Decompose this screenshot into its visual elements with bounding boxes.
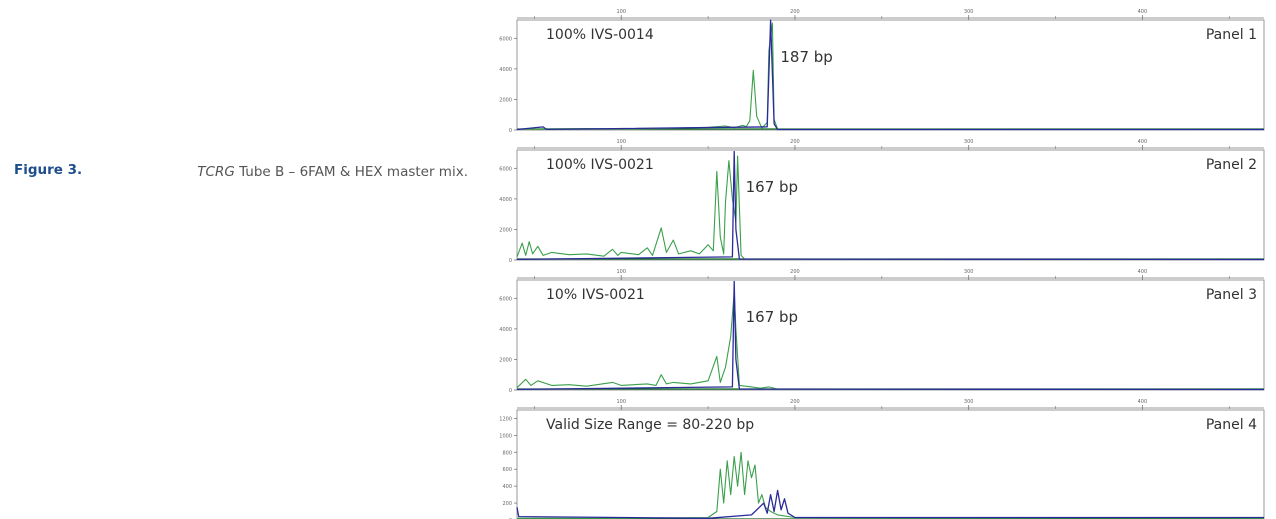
y-tick-label: 4000	[499, 197, 512, 203]
panel-label: Panel 2	[1206, 157, 1257, 173]
x-tick-label: 100	[616, 269, 626, 275]
panel-label: Panel 3	[1206, 287, 1257, 303]
series-line-blue	[516, 489, 1264, 519]
y-tick-label: 0	[509, 128, 512, 134]
y-tick-label: 800	[502, 450, 512, 456]
peak-label: 167 bp	[746, 308, 798, 326]
series-line-blue	[516, 280, 1265, 391]
series-line-green	[516, 291, 1265, 390]
y-tick-label: 2000	[499, 357, 512, 363]
y-tick-label: 4000	[499, 327, 512, 333]
panel-label: Panel 4	[1206, 417, 1257, 433]
panel-frame	[516, 149, 1265, 261]
peak-label: 187 bp	[780, 48, 832, 66]
x-tick-label: 100	[616, 399, 626, 405]
panel-frame	[516, 279, 1265, 391]
sample-label: 10% IVS-0021	[546, 287, 645, 303]
x-tick-label: 400	[1138, 269, 1148, 275]
panel-label: Panel 1	[1206, 27, 1257, 43]
x-tick-label: 400	[1138, 139, 1148, 145]
panel-4: 100200300400020040060080010001200Valid S…	[499, 399, 1265, 519]
y-tick-label: 0	[509, 388, 512, 394]
y-tick-label: 400	[502, 484, 512, 490]
panel-frame	[516, 19, 1265, 131]
y-tick-label: 2000	[499, 97, 512, 103]
sample-label: Valid Size Range = 80-220 bp	[546, 417, 754, 433]
figure-number: Figure 3.	[14, 162, 83, 178]
y-tick-label: 0	[509, 258, 512, 264]
x-tick-label: 300	[964, 399, 974, 405]
series-line-green	[516, 155, 1265, 260]
series-line-blue	[516, 150, 1265, 261]
x-tick-label: 200	[790, 9, 800, 15]
series-line-blue	[516, 19, 1264, 131]
y-tick-label: 6000	[499, 166, 512, 172]
y-tick-label: 6000	[499, 296, 512, 302]
x-tick-label: 200	[790, 269, 800, 275]
x-tick-label: 400	[1138, 9, 1148, 15]
x-tick-label: 300	[964, 269, 974, 275]
gene-name: TCRG	[197, 164, 235, 180]
x-tick-label: 100	[616, 9, 626, 15]
x-tick-label: 400	[1138, 399, 1148, 405]
x-tick-label: 300	[964, 139, 974, 145]
figure-description-rest: Tube B – 6FAM & HEX master mix.	[234, 164, 468, 180]
x-tick-label: 200	[790, 139, 800, 145]
y-tick-label: 1000	[499, 433, 512, 439]
y-tick-label: 600	[502, 467, 512, 473]
y-tick-label: 6000	[499, 36, 512, 42]
x-tick-label: 100	[616, 139, 626, 145]
y-tick-label: 200	[502, 501, 512, 507]
x-tick-label: 300	[964, 9, 974, 15]
figure-description: TCRG Tube B – 6FAM & HEX master mix.	[162, 162, 468, 183]
y-tick-label: 4000	[499, 67, 512, 73]
x-tick-label: 200	[790, 399, 800, 405]
sample-label: 100% IVS-0014	[546, 27, 654, 43]
panel-frame	[516, 409, 1265, 519]
y-tick-label: 1200	[499, 416, 512, 422]
y-tick-label: 2000	[499, 227, 512, 233]
peak-label: 167 bp	[746, 178, 798, 196]
sample-label: 100% IVS-0021	[546, 157, 654, 173]
